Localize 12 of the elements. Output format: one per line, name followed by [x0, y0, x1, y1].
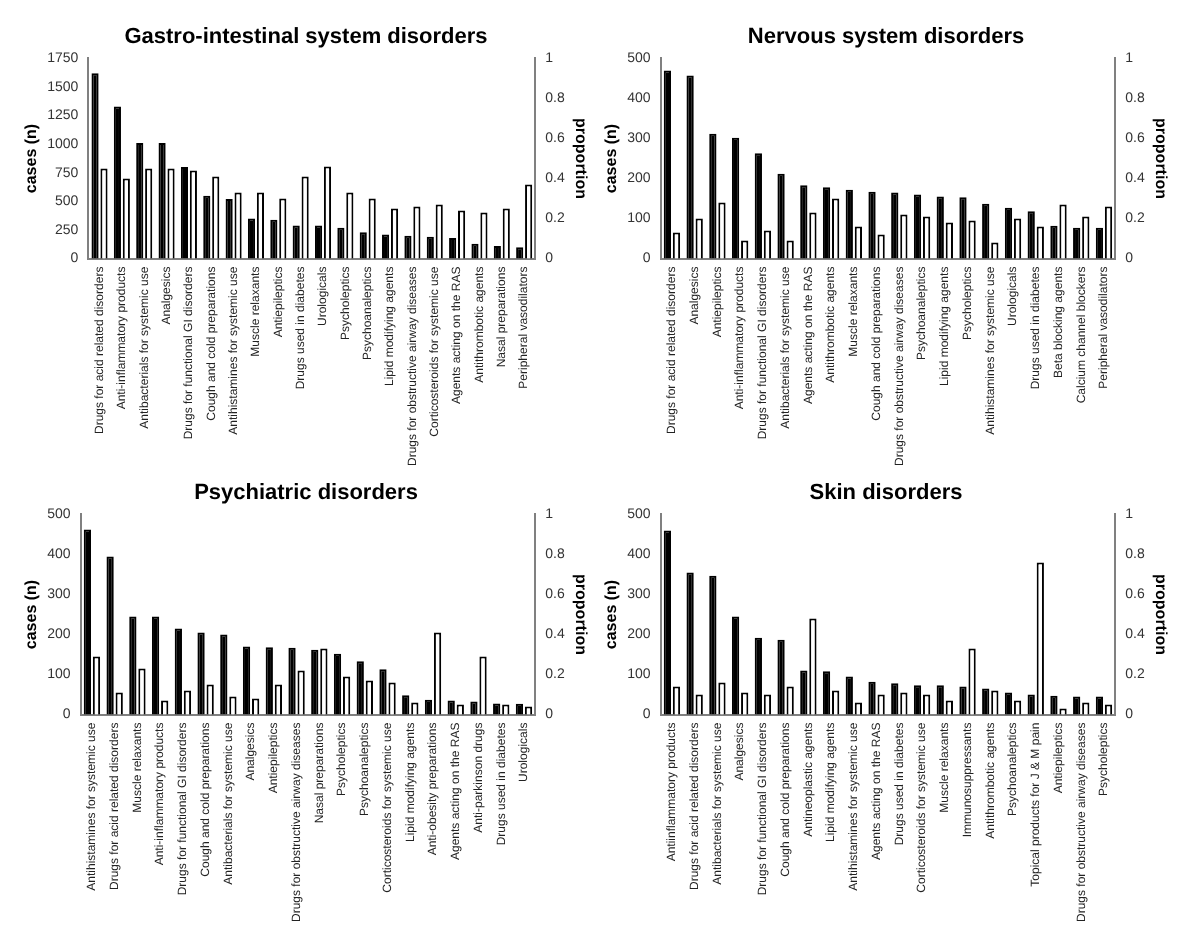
y-axis-title: cases (n) — [602, 579, 621, 650]
y2-axis-title: proportion — [571, 574, 590, 656]
chart-title: Gastro-intestinal system disorders — [124, 25, 488, 50]
y-axis-title: cases (n) — [22, 123, 41, 194]
chart-title: Psychiatric disorders — [194, 481, 418, 506]
y2-axis-title: proportion — [1151, 118, 1170, 200]
y-axis-title: cases (n) — [22, 579, 41, 650]
chart-title: Skin disorders — [809, 481, 963, 506]
y-axis-title: cases (n) — [602, 123, 621, 194]
y2-axis-title: proportion — [1151, 574, 1170, 656]
chart-title: Nervous system disorders — [747, 25, 1025, 50]
y2-axis-title: proportion — [571, 118, 590, 200]
